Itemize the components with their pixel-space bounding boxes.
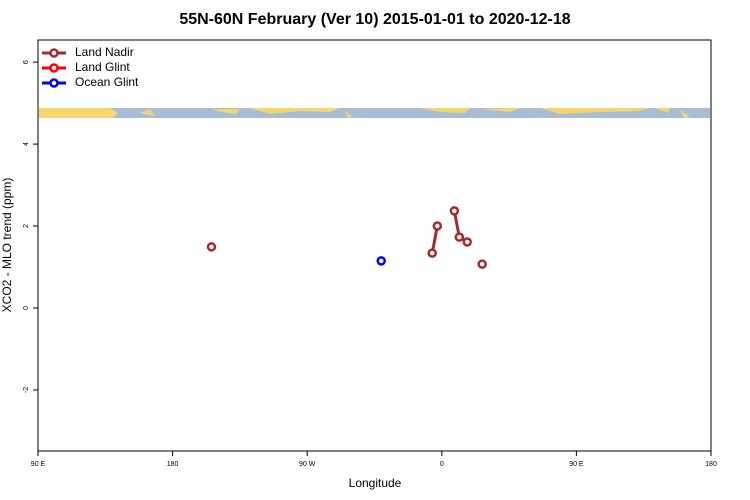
data-point (432, 221, 443, 231)
data-point (449, 206, 460, 216)
data-point (454, 232, 465, 242)
legend-label: Land Glint (75, 60, 130, 74)
data-point (206, 242, 217, 252)
plot-frame (37, 39, 712, 452)
data-point (477, 259, 487, 269)
data-point (462, 237, 472, 247)
x-tick-label: 0 (440, 461, 444, 468)
y-tick-label: -2 (23, 387, 30, 393)
x-axis-label: Longitude (349, 476, 402, 490)
legend-marker (49, 78, 59, 88)
legend-marker (49, 48, 59, 58)
chart-title: 55N-60N February (Ver 10) 2015-01-01 to … (179, 11, 570, 28)
y-axis-label: XCO2 - MLO trend (ppm) (0, 178, 14, 313)
y-tick-label: 4 (23, 142, 30, 146)
y-tick-label: 0 (23, 306, 30, 310)
x-tick-label: 180 (705, 461, 717, 468)
x-tick-label: 180 (167, 461, 179, 468)
data-point (376, 256, 386, 266)
map-strip (39, 108, 710, 118)
data-point (427, 248, 437, 258)
legend-label: Land Nadir (75, 45, 134, 59)
x-tick-label: 90 W (299, 461, 316, 468)
y-tick-label: 6 (23, 60, 30, 64)
legend-marker (49, 63, 59, 73)
x-tick-label: 90 E (569, 461, 584, 468)
legend-label: Ocean Glint (75, 75, 139, 89)
x-tick-label: 90 E (31, 461, 46, 468)
y-tick-label: 2 (23, 224, 30, 228)
